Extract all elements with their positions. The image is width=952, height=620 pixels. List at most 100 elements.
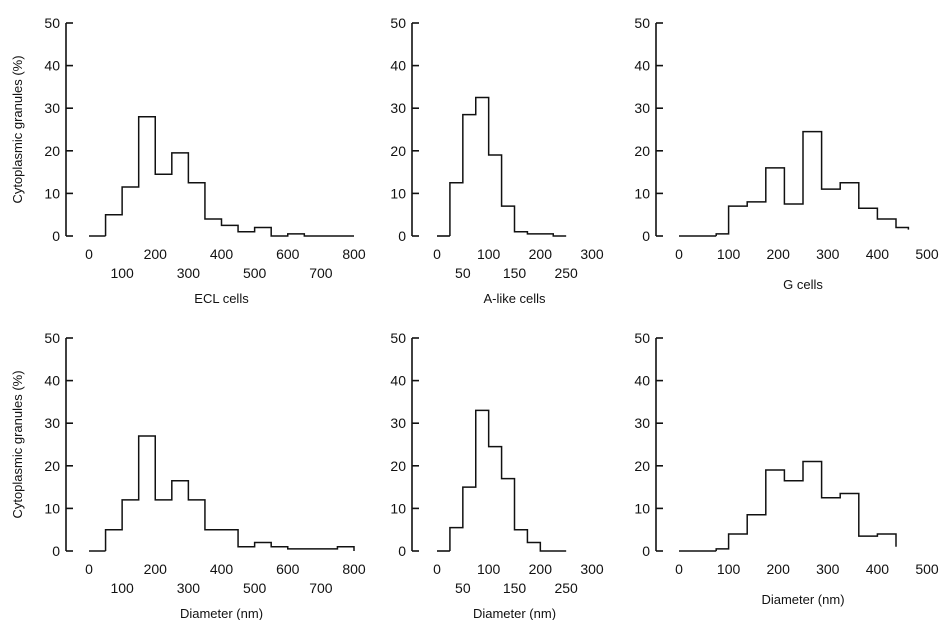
histogram-bar: [502, 206, 515, 236]
histogram-bar: [255, 542, 272, 551]
y-tick-label: 30: [634, 415, 650, 431]
histogram-outline: [449, 409, 567, 552]
histogram-bar: [476, 98, 489, 236]
y-tick-label: 10: [634, 500, 650, 516]
histogram-outline: [715, 460, 897, 551]
x-tick-label: 100: [717, 561, 741, 577]
histogram-bar: [205, 219, 222, 236]
x-tick-label: 500: [243, 265, 267, 281]
x-tick-label: 100: [110, 265, 134, 281]
histogram-bar: [122, 500, 139, 551]
y-tick-label: 10: [44, 185, 60, 201]
histogram-bar: [822, 498, 841, 551]
histogram-bar: [766, 470, 785, 551]
x-tick-label: 700: [309, 580, 333, 596]
histogram-bar: [840, 493, 859, 551]
y-tick-label: 30: [44, 100, 60, 116]
x-tick-label: 400: [866, 246, 890, 262]
x-axis-title: Diameter (nm): [761, 592, 844, 607]
x-tick-label: 200: [144, 246, 168, 262]
histogram-bar: [172, 153, 189, 236]
histogram-bar: [803, 462, 822, 551]
y-tick-label: 20: [44, 458, 60, 474]
x-tick-label: 0: [85, 561, 93, 577]
x-tick-label: 150: [503, 265, 527, 281]
histogram-bar: [122, 187, 139, 236]
histogram-bar: [139, 436, 156, 551]
histogram-bar: [476, 410, 489, 551]
x-tick-label: 150: [503, 580, 527, 596]
histogram-bar: [450, 183, 463, 236]
x-tick-label: 100: [717, 246, 741, 262]
histogram-bar: [729, 206, 748, 236]
histogram-bar: [489, 447, 502, 551]
histogram-bar: [515, 530, 528, 551]
histogram-bar: [155, 500, 172, 551]
histogram-bar: [747, 202, 766, 236]
histogram-bar: [188, 500, 205, 551]
x-tick-label: 300: [177, 265, 201, 281]
x-axis-title: Diameter (nm): [473, 606, 556, 620]
y-tick-label: 40: [390, 58, 406, 74]
y-tick-label: 50: [390, 330, 406, 346]
x-tick-label: 100: [477, 246, 501, 262]
x-axis-title: G cells: [783, 277, 823, 292]
histogram-bar: [877, 534, 896, 551]
histogram-bar: [729, 534, 748, 551]
histogram-bar: [859, 208, 878, 236]
y-tick-label: 40: [44, 373, 60, 389]
histogram-bar: [747, 515, 766, 551]
histogram-bar: [502, 479, 515, 551]
x-tick-label: 100: [110, 580, 134, 596]
x-axis-title: Diameter (nm): [180, 606, 263, 620]
histogram-bar: [840, 183, 859, 236]
y-axis-title: Cytoplasmic granules (%): [10, 55, 25, 203]
histogram-bar: [222, 530, 239, 551]
y-tick-label: 40: [634, 58, 650, 74]
histogram-bar: [527, 542, 540, 551]
x-axis-title: ECL cells: [194, 291, 249, 306]
y-tick-label: 30: [634, 100, 650, 116]
histogram-bar: [803, 132, 822, 236]
y-tick-label: 50: [634, 330, 650, 346]
x-axis-title: A-like cells: [483, 291, 546, 306]
y-tick-label: 0: [642, 228, 650, 244]
x-tick-label: 200: [529, 561, 553, 577]
x-tick-label: 700: [309, 265, 333, 281]
y-tick-label: 30: [390, 415, 406, 431]
y-tick-label: 0: [642, 543, 650, 559]
x-tick-label: 300: [580, 246, 604, 262]
y-tick-label: 20: [44, 143, 60, 159]
histogram-bar: [139, 117, 156, 236]
y-tick-label: 40: [44, 58, 60, 74]
histogram-bar: [896, 227, 908, 236]
histogram-bar: [877, 219, 896, 236]
histogram-bar: [859, 536, 878, 551]
histogram-bar: [172, 481, 189, 551]
histogram-bar: [463, 487, 476, 551]
y-tick-label: 0: [398, 228, 406, 244]
x-tick-label: 800: [342, 246, 366, 262]
y-tick-label: 20: [390, 458, 406, 474]
histogram-bar: [450, 528, 463, 551]
y-tick-label: 20: [390, 143, 406, 159]
y-tick-label: 50: [634, 15, 650, 31]
x-tick-label: 500: [243, 580, 267, 596]
histogram-outline: [715, 130, 910, 236]
histogram-bar: [255, 227, 272, 236]
y-tick-label: 20: [634, 143, 650, 159]
x-tick-label: 0: [433, 246, 441, 262]
y-tick-label: 50: [390, 15, 406, 31]
x-tick-label: 200: [529, 246, 553, 262]
x-tick-label: 500: [915, 246, 939, 262]
x-tick-label: 0: [675, 246, 683, 262]
x-tick-label: 300: [580, 561, 604, 577]
y-tick-label: 0: [398, 543, 406, 559]
x-tick-label: 0: [675, 561, 683, 577]
x-tick-label: 200: [144, 561, 168, 577]
histogram-outline: [104, 115, 354, 237]
